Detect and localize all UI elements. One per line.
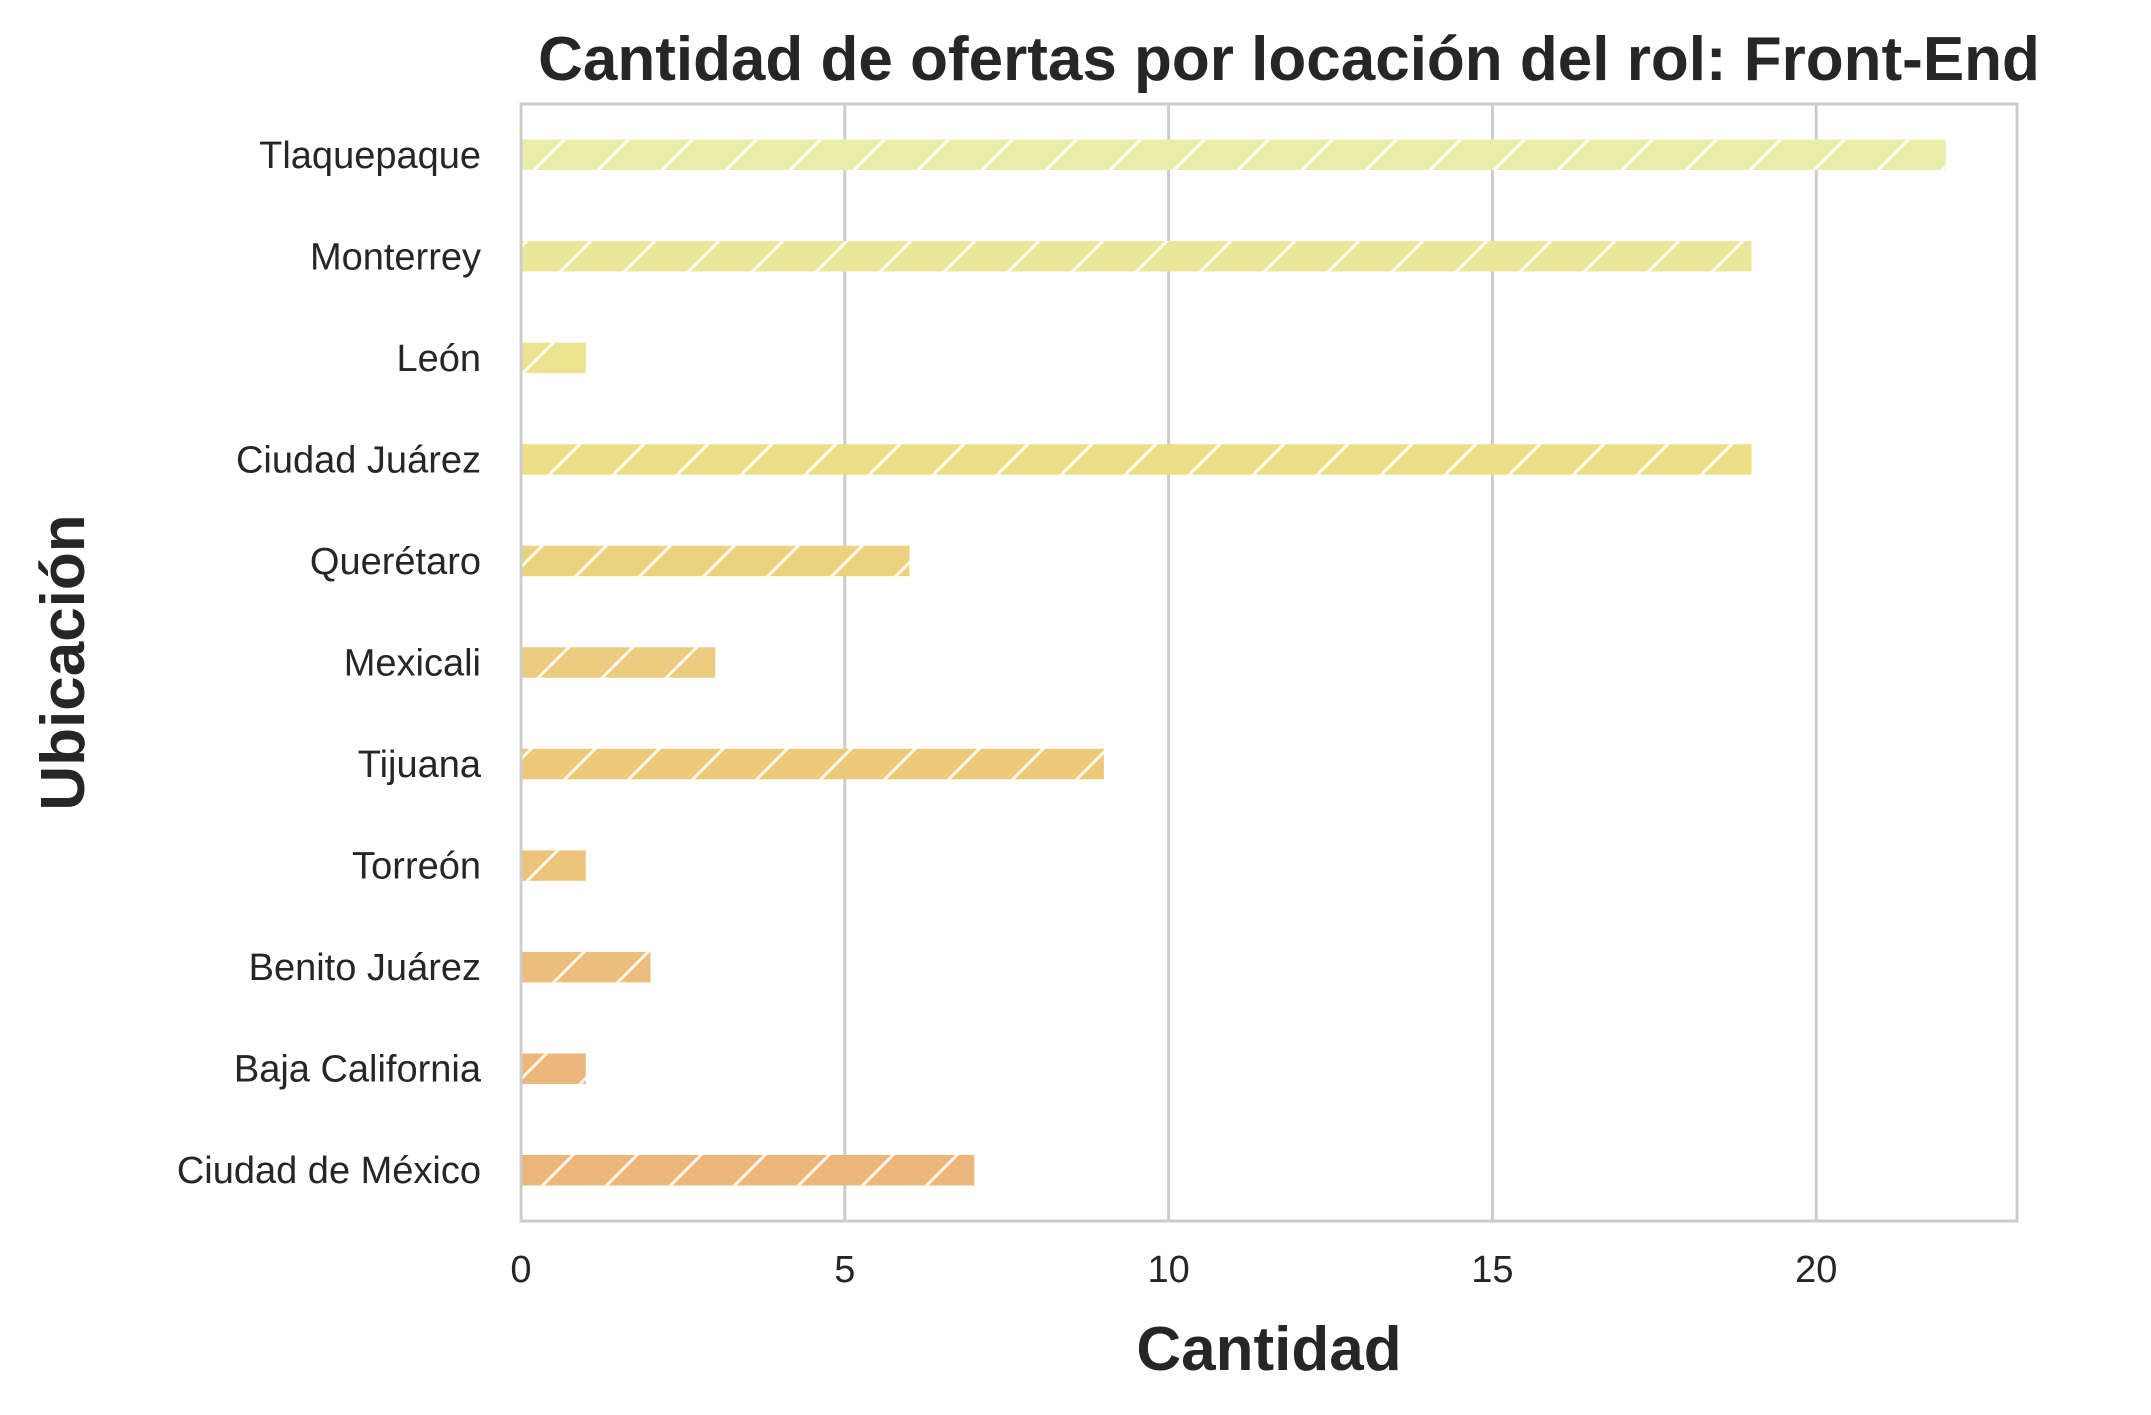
- grid-lines: [843, 104, 1818, 1221]
- bar: [521, 850, 586, 881]
- y-tick-label: Monterrey: [310, 236, 481, 278]
- x-tick-label: 10: [1147, 1249, 1189, 1291]
- y-tick-label: Ciudad Juárez: [236, 439, 481, 481]
- bar-hatch: [521, 139, 1946, 171]
- y-tick-label: León: [396, 338, 481, 380]
- bar-hatch: [521, 444, 1752, 475]
- bar-hatch: [521, 241, 1752, 272]
- bar-hatch: [521, 545, 910, 577]
- chart-title: Cantidad de ofertas por locación del rol…: [538, 25, 2040, 94]
- y-tick-label: Torreón: [352, 846, 481, 888]
- x-tick-labels: 0 5 10 15 20: [510, 1249, 1837, 1291]
- y-tick-label: Tijuana: [358, 744, 482, 786]
- bar: [521, 545, 910, 577]
- x-axis-title: Cantidad: [1136, 1315, 1401, 1384]
- bar-hatch: [521, 342, 586, 374]
- y-tick-labels: Tlaquepaque Monterrey León Ciudad Juárez Que…: [177, 135, 482, 1192]
- y-tick-label: Ciudad de México: [177, 1150, 481, 1192]
- bar: [521, 748, 1104, 780]
- x-tick-label: 0: [510, 1249, 531, 1291]
- bar: [521, 647, 716, 678]
- bar: [521, 951, 651, 983]
- y-tick-label: Tlaquepaque: [259, 135, 481, 177]
- y-axis-title: Ubicación: [29, 514, 98, 810]
- bar-hatch: [521, 748, 1104, 780]
- bars: [521, 139, 1946, 1186]
- y-tick-label: Mexicali: [344, 643, 481, 685]
- bar-hatch: [521, 647, 716, 678]
- bar: [521, 342, 586, 374]
- y-tick-label: Baja California: [234, 1049, 482, 1091]
- bar-hatch: [521, 850, 586, 881]
- y-tick-label: Querétaro: [310, 541, 481, 583]
- y-tick-label: Benito Juárez: [249, 947, 481, 989]
- bar: [521, 241, 1752, 272]
- bar-hatch: [521, 1154, 975, 1186]
- bar-hatch: [521, 951, 651, 983]
- x-tick-label: 20: [1795, 1249, 1837, 1291]
- x-tick-label: 5: [834, 1249, 855, 1291]
- bar: [521, 1053, 586, 1084]
- plot-frame: [519, 102, 2019, 1223]
- bar: [521, 139, 1946, 171]
- bar: [521, 1154, 975, 1186]
- bar: [521, 444, 1752, 475]
- bar-hatch: [521, 1053, 586, 1084]
- x-tick-label: 15: [1471, 1249, 1513, 1291]
